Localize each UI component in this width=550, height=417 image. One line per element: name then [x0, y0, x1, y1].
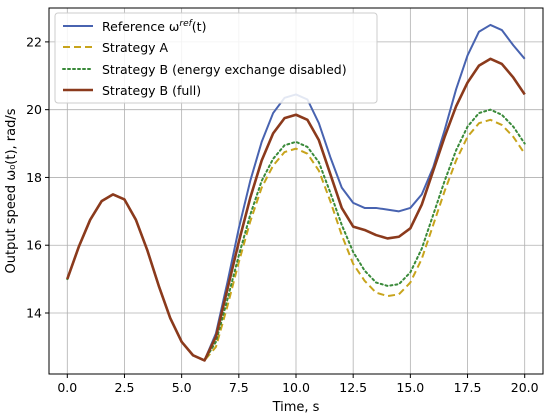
x-axis-label: Time, s: [272, 400, 320, 415]
x-tick-label: 5.0: [172, 380, 192, 395]
x-tick-label: 0.0: [57, 380, 77, 395]
series-line-strategy-b-full: [66, 57, 526, 362]
x-tick-label: 10.0: [282, 380, 310, 395]
legend-label-reference-sup: ref: [179, 19, 193, 29]
legend-label-strategy-b-disabled: Strategy B (energy exchange disabled): [102, 62, 347, 77]
y-axis-ticks: 14 16 18 20 22: [26, 34, 49, 321]
x-axis-ticks: 0.0 2.5 5.0 7.5 10.0 12.5 15.0 17.5 20.0: [57, 374, 539, 395]
y-tick-label: 14: [26, 306, 42, 321]
y-tick-label: 16: [26, 238, 42, 253]
y-tick-label: 20: [26, 102, 42, 117]
x-tick-label: 7.5: [229, 380, 249, 395]
legend-box: [54, 12, 378, 104]
y-tick-label: 18: [26, 170, 42, 185]
x-tick-label: 15.0: [396, 380, 424, 395]
y-tick-label: 22: [26, 34, 42, 49]
x-tick-label: 12.5: [339, 380, 367, 395]
legend-label-strategy-a: Strategy A: [102, 40, 169, 55]
x-tick-label: 20.0: [511, 380, 539, 395]
legend-label-strategy-b-full: Strategy B (full): [102, 83, 201, 98]
legend: Reference ωref(t) Strategy A Strategy B …: [54, 12, 378, 104]
legend-label-reference-suffix: (t): [192, 19, 207, 34]
x-tick-label: 17.5: [454, 380, 482, 395]
legend-label-reference-main: Reference ω: [102, 19, 179, 34]
x-tick-label: 2.5: [115, 380, 135, 395]
y-axis-label: Output speed ω₀(t), rad/s: [4, 108, 19, 273]
legend-label-reference: Reference ωref(t): [102, 19, 206, 34]
